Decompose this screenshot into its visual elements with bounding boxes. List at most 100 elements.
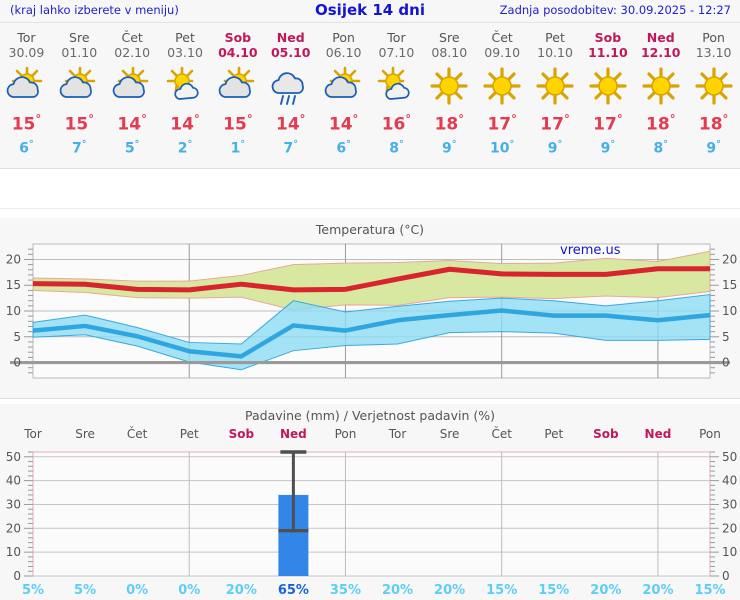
forecast-day-column[interactable]: Čet 09.10 17° 10° [476, 23, 529, 168]
sun-behind-cloud-icon [215, 63, 261, 105]
precip-day-label: Pon [699, 427, 721, 441]
degree-symbol: ° [240, 138, 246, 150]
degree-symbol: ° [716, 138, 721, 150]
degree-symbol: ° [458, 112, 465, 126]
max-temperature-number: 18 [646, 114, 670, 135]
y-axis-tick-label: 5 [722, 330, 730, 344]
precip-day-label: Čet [127, 426, 148, 441]
max-temperature-value: 14° [329, 108, 358, 136]
forecast-day-column[interactable]: Sre 01.10 15° 7° [53, 23, 106, 168]
y-axis-tick-label: 40 [722, 474, 737, 488]
precip-day-label: Pet [544, 427, 563, 441]
degree-symbol: ° [81, 138, 87, 150]
precip-day-label: Pon [335, 427, 357, 441]
forecast-day-column[interactable]: Ned 05.10 14° 7° [264, 23, 317, 168]
brand-watermark: vreme.us [560, 243, 621, 258]
precipitation-probability-label: 5% [74, 583, 96, 598]
day-of-week-label: Čet [121, 30, 143, 45]
sun-icon [479, 63, 525, 105]
day-of-week-label: Sob [224, 30, 252, 45]
degree-symbol: ° [405, 112, 412, 126]
day-of-week-label: Čet [491, 30, 513, 45]
day-date-label: 07.10 [378, 45, 415, 60]
precipitation-probability-label: 35% [330, 583, 361, 598]
min-temperature-number: 2 [177, 140, 188, 157]
y-axis-tick-label: 20 [722, 521, 737, 535]
degree-symbol: ° [193, 112, 200, 126]
degree-symbol: ° [669, 112, 676, 126]
min-temperature-value: 9° [442, 136, 457, 158]
day-of-week-label: Pet [175, 30, 195, 45]
forecast-day-column[interactable]: Sob 04.10 15° 1° [211, 23, 264, 168]
min-temperature-value: 6° [336, 136, 351, 158]
degree-symbol: ° [616, 112, 623, 126]
min-temperature-number: 8 [653, 140, 664, 157]
min-temperature-number: 9 [706, 140, 717, 157]
day-of-week-label: Ned [646, 30, 675, 45]
y-axis-tick-label: 40 [6, 474, 21, 488]
min-temperature-number: 9 [547, 140, 558, 157]
sun-icon [532, 63, 578, 105]
precipitation-probability-label: 0% [178, 583, 200, 598]
forecast-day-column[interactable]: Pon 13.10 18° 9° [687, 23, 740, 168]
max-temperature-value: 14° [276, 108, 305, 136]
series-line [32, 266, 710, 293]
precipitation-probability-label: 15% [694, 583, 725, 598]
precip-day-label: Tor [23, 427, 42, 441]
day-of-week-label: Sre [69, 30, 90, 45]
min-temperature-number: 7 [72, 140, 82, 157]
min-temperature-value: 8° [653, 136, 668, 158]
y-axis-tick-label: 50 [722, 450, 737, 464]
page-header: (kraj lahko izberete v meniju) Osijek 14… [0, 0, 740, 22]
min-temperature-value: 5° [125, 136, 140, 158]
forecast-day-column[interactable]: Pet 10.10 17° 9° [529, 23, 582, 168]
day-date-label: 10.10 [537, 45, 573, 60]
y-axis-tick-label: 0 [13, 356, 21, 370]
series-line [32, 308, 711, 359]
forecast-day-column[interactable]: Sre 08.10 18° 9° [423, 23, 476, 168]
sun-icon [638, 63, 684, 105]
precip-day-label: Tor [388, 427, 407, 441]
precipitation-probability-label: 20% [382, 583, 413, 598]
forecast-day-column[interactable]: Sob 11.10 17° 9° [581, 23, 634, 168]
y-axis-tick-label: 20 [722, 252, 737, 266]
max-temperature-number: 14 [170, 114, 194, 135]
precipitation-probability-label: 0% [126, 583, 148, 598]
degree-symbol: ° [141, 112, 147, 126]
degree-symbol: ° [246, 112, 253, 126]
min-temperature-value: 9° [706, 136, 721, 158]
forecast-day-column[interactable]: Ned 12.10 18° 8° [634, 23, 687, 168]
min-temperature-number: 6 [336, 140, 347, 157]
rain-cloud-icon [268, 63, 314, 105]
forecast-day-column[interactable]: Pet 03.10 14° 2° [159, 23, 212, 168]
max-temperature-number: 18 [434, 114, 459, 135]
min-temperature-number: 8 [389, 140, 399, 157]
max-temperature-value: 15° [12, 108, 41, 136]
range-band [32, 250, 711, 311]
day-date-label: 04.10 [218, 45, 258, 60]
forecast-day-column[interactable]: Tor 30.09 15° 6° [0, 23, 53, 168]
precipitation-chart-panel: Padavine (mm) / Verjetnost padavin (%) T… [0, 404, 740, 600]
y-axis-tick-label: 15 [6, 278, 21, 292]
forecast-day-column[interactable]: Pon 06.10 14° 6° [317, 23, 370, 168]
max-temperature-value: 15° [223, 108, 252, 136]
y-axis-tick-label: 10 [722, 545, 737, 559]
forecast-day-column[interactable]: Tor 07.10 16° 8° [370, 23, 423, 168]
precipitation-probability-label: 5% [22, 583, 44, 598]
degree-symbol: ° [352, 112, 359, 126]
y-axis-tick-label: 10 [722, 304, 737, 318]
precipitation-probability-label: 15% [538, 583, 569, 598]
min-temperature-number: 5 [124, 140, 135, 157]
precip-day-label: Ned [645, 427, 672, 441]
max-temperature-number: 15 [223, 114, 247, 135]
section-divider [0, 208, 740, 209]
y-axis-tick-label: 0 [13, 569, 21, 583]
max-temperature-value: 17° [540, 108, 569, 136]
precip-day-label: Sob [593, 427, 619, 441]
max-temperature-value: 18° [646, 108, 675, 136]
forecast-day-column[interactable]: Čet 02.10 14° 5° [106, 23, 159, 168]
max-temperature-number: 17 [593, 114, 617, 135]
precipitation-probability-label: 15% [486, 583, 517, 598]
plot-area [32, 451, 711, 577]
day-of-week-label: Tor [17, 30, 36, 45]
